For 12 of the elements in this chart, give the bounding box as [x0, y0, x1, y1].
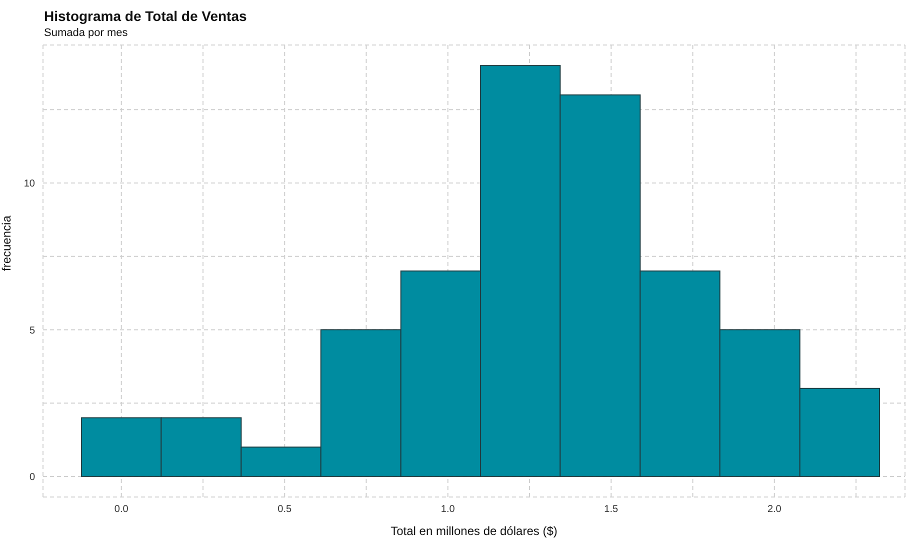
y-axis-title: frecuencia [0, 215, 14, 271]
x-tick-label: 2.0 [767, 504, 782, 516]
x-tick-label: 1.0 [440, 504, 456, 516]
chart-title: Histograma de Total de Ventas [44, 8, 247, 24]
x-axis-title: Total en millones de dólares ($) [390, 524, 558, 538]
chart-subtitle: Sumada por mes [44, 27, 128, 39]
y-tick-label: 0 [29, 472, 36, 484]
x-tick-label: 0.0 [114, 504, 129, 516]
x-tick-label: 0.5 [278, 504, 292, 516]
y-tick-label: 10 [24, 178, 36, 190]
y-tick-label: 5 [29, 325, 36, 336]
x-tick-label: 1.5 [604, 504, 619, 516]
